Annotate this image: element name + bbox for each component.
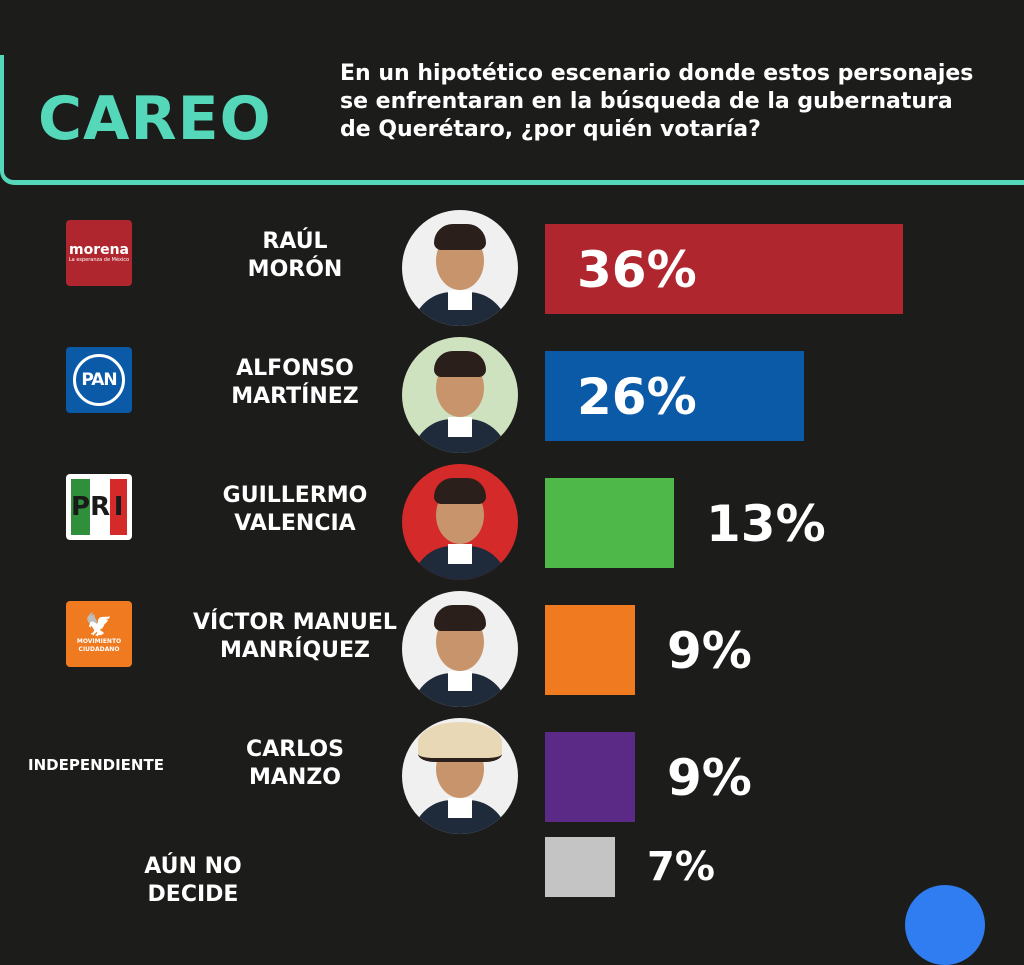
- bar-value-label: 26%: [577, 368, 697, 426]
- party-label: INDEPENDIENTE: [28, 756, 164, 774]
- morena-logo: morena La esperanza de México: [66, 220, 132, 286]
- photo-collar: [448, 417, 472, 437]
- candidate-name: VÍCTOR MANUEL MANRÍQUEZ: [150, 609, 440, 665]
- mc-logo: 🦅 MOVIMIENTO CIUDADANO: [66, 601, 132, 667]
- bar-value-label: 36%: [577, 241, 697, 299]
- brand-title: CAREO: [38, 84, 272, 154]
- pri-logo-letter: P: [71, 479, 91, 535]
- survey-question: En un hipotético escenario donde estos p…: [340, 61, 974, 142]
- chart-bar: [545, 732, 635, 822]
- pan-logo: PAN: [66, 347, 132, 413]
- chart-bar: [545, 478, 674, 568]
- photo-hair: [434, 224, 486, 250]
- chart-row: 🦅 MOVIMIENTO CIUDADANO VÍCTOR MANUEL MANRÍQ…: [0, 591, 1024, 707]
- candidate-photo: [402, 210, 518, 326]
- bar-value-label: 9%: [667, 749, 752, 807]
- chart-bar: [545, 351, 804, 441]
- candidate-name-line: GUILLERMO: [222, 483, 368, 508]
- eagle-icon: 🦅: [85, 613, 113, 638]
- chart-row: morena La esperanza de México RAÚL MORÓN 36%: [0, 210, 1024, 326]
- chart-row: P R I GUILLERMO VALENCIA 13%: [0, 464, 1024, 580]
- candidate-photo: [402, 464, 518, 580]
- candidate-name-line: MANRÍQUEZ: [219, 638, 370, 663]
- chart-row: PAN ALFONSO MARTÍNEZ 26%: [0, 337, 1024, 453]
- candidate-name-line: CARLOS: [246, 737, 344, 762]
- candidate-photo: [402, 591, 518, 707]
- chart-bar: [545, 837, 615, 897]
- candidate-name: GUILLERMO VALENCIA: [150, 482, 440, 538]
- candidate-photo: [402, 337, 518, 453]
- photo-hair: [434, 351, 486, 377]
- candidate-name-line: MORÓN: [247, 257, 343, 282]
- photo-hair: [434, 478, 486, 504]
- photo-hair: [434, 605, 486, 631]
- candidate-name: CARLOS MANZO: [150, 736, 440, 792]
- pri-logo-letter: R: [90, 479, 111, 535]
- photo-collar: [448, 671, 472, 691]
- photo-collar: [448, 798, 472, 818]
- pan-logo-text: PAN: [73, 354, 125, 406]
- floating-action-button[interactable]: [905, 885, 985, 965]
- candidate-name-line: ALFONSO: [236, 356, 354, 381]
- candidate-name: AÚN NO DECIDE: [48, 853, 338, 909]
- photo-collar: [448, 290, 472, 310]
- photo-collar: [448, 544, 472, 564]
- candidate-name-line: AÚN NO: [144, 854, 242, 879]
- morena-logo-name: morena: [68, 241, 130, 258]
- bar-value-label: 9%: [667, 622, 752, 680]
- candidate-name-line: MARTÍNEZ: [231, 384, 359, 409]
- candidate-name-line: MANZO: [249, 765, 341, 790]
- candidate-photo: [402, 718, 518, 834]
- chart-row: AÚN NO DECIDE 7%: [0, 835, 1024, 945]
- candidate-name-line: DECIDE: [147, 882, 239, 907]
- mc-logo-text: MOVIMIENTO CIUDADANO: [76, 638, 122, 653]
- chart-row: INDEPENDIENTE CARLOS MANZO 9%: [0, 718, 1024, 834]
- pri-logo-letter: I: [110, 479, 127, 535]
- candidate-name: ALFONSO MARTÍNEZ: [150, 355, 440, 411]
- header-frame: [0, 55, 1024, 185]
- candidate-name-line: VALENCIA: [234, 511, 356, 536]
- bar-value-label: 7%: [647, 844, 715, 890]
- photo-hat: [418, 722, 502, 762]
- candidate-name-line: RAÚL: [262, 229, 328, 254]
- chart-bar: [545, 224, 903, 314]
- chart-bar: [545, 605, 635, 695]
- morena-logo-tagline: La esperanza de México: [68, 256, 130, 263]
- candidate-name-line: VÍCTOR MANUEL: [193, 610, 397, 635]
- candidate-name: RAÚL MORÓN: [150, 228, 440, 284]
- bar-value-label: 13%: [706, 495, 826, 553]
